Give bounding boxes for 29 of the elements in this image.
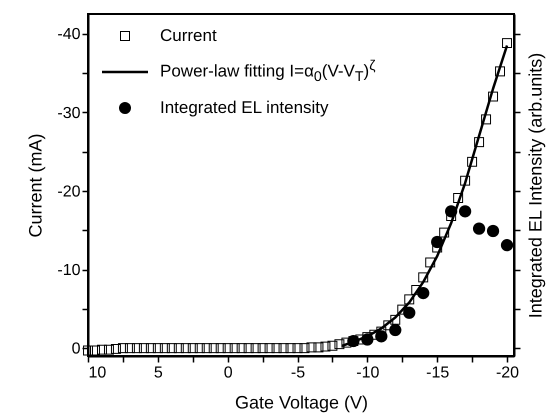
x-tick-label: -20 xyxy=(496,364,520,382)
legend-label: Integrated EL intensity xyxy=(160,98,329,118)
point xyxy=(458,205,472,218)
x-tick-label: -5 xyxy=(290,364,306,382)
x-tick-label: 5 xyxy=(154,364,163,382)
point xyxy=(417,286,430,300)
point xyxy=(500,239,514,252)
y2-axis-title: Integrated EL Intensity (arb.units) xyxy=(526,52,546,318)
x-tick-label: 0 xyxy=(224,364,233,382)
point xyxy=(445,205,458,218)
point xyxy=(403,306,416,319)
point xyxy=(486,224,500,238)
x-tick-label: -15 xyxy=(426,364,450,382)
y-tick-label: -10 xyxy=(57,262,81,280)
x-tick-label: -10 xyxy=(356,364,380,382)
point xyxy=(472,222,486,235)
point xyxy=(389,324,402,336)
legend-label: Power-law fitting I=α$_{0}$(V-V$_{T}$)$^{ζ}$ xyxy=(160,58,376,86)
point xyxy=(375,330,388,342)
y-axis-title: Current (mA) xyxy=(25,133,46,238)
x-tick-label: 10 xyxy=(88,364,106,382)
point xyxy=(361,333,374,346)
x-axis-title: Gate Voltage (V) xyxy=(234,392,368,412)
y-tick-label: 0 xyxy=(72,340,81,358)
point xyxy=(431,236,444,248)
y-tick-label: -20 xyxy=(57,183,81,200)
y-tick-label: -40 xyxy=(57,26,81,44)
legend-label: Current xyxy=(160,26,217,46)
y-tick-label: -30 xyxy=(57,104,81,122)
